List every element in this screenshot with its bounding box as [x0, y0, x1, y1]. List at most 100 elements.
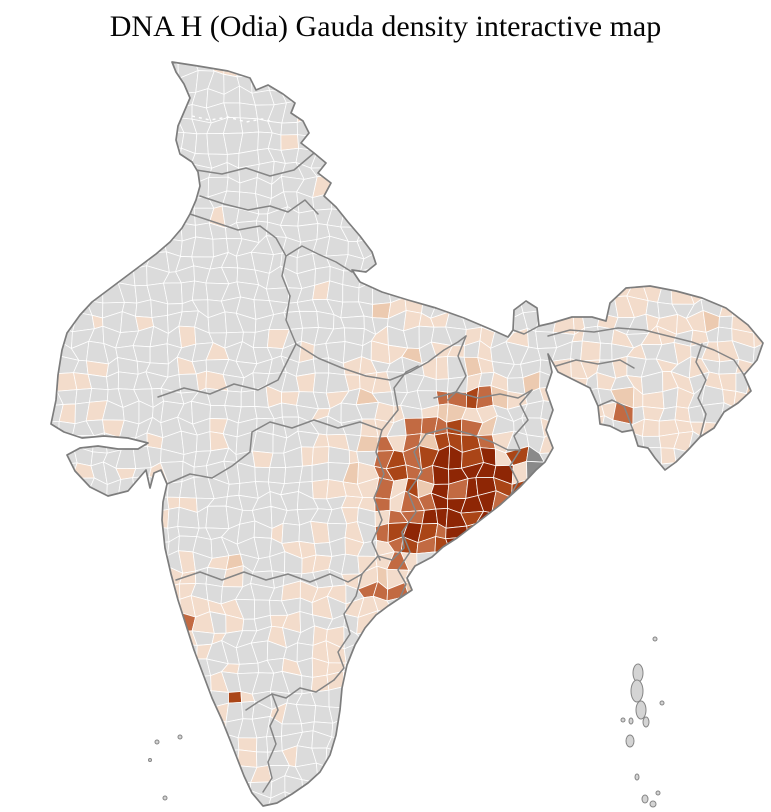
district-cell[interactable]: [745, 616, 767, 632]
district-cell[interactable]: [536, 658, 557, 680]
district-cell[interactable]: [476, 298, 498, 317]
district-cell[interactable]: [385, 267, 407, 289]
district-cell[interactable]: [511, 91, 530, 105]
district-cell[interactable]: [145, 719, 170, 739]
district-cell[interactable]: [704, 225, 720, 242]
district-cell[interactable]: [671, 767, 695, 781]
district-cell[interactable]: [57, 282, 77, 303]
district-cell[interactable]: [748, 296, 765, 318]
district-cell[interactable]: [612, 225, 628, 245]
district-cell[interactable]: [732, 581, 752, 600]
district-cell[interactable]: [468, 190, 479, 209]
district-cell[interactable]: [599, 79, 617, 89]
district-cell[interactable]: [626, 207, 649, 230]
district-cell[interactable]: [161, 630, 181, 647]
district-cell[interactable]: [611, 522, 632, 544]
district-cell[interactable]: [44, 70, 63, 89]
district-cell[interactable]: [461, 597, 481, 614]
district-cell[interactable]: [766, 617, 771, 632]
district-cell[interactable]: [131, 513, 150, 527]
district-cell[interactable]: [701, 524, 721, 543]
district-cell[interactable]: [580, 115, 601, 138]
district-cell[interactable]: [435, 118, 452, 140]
district-cell[interactable]: [703, 539, 725, 559]
district-cell[interactable]: [659, 46, 679, 59]
district-cell[interactable]: [205, 505, 230, 530]
district-cell[interactable]: [672, 657, 694, 679]
district-cell[interactable]: [670, 569, 692, 588]
district-cell[interactable]: [715, 89, 739, 109]
district-cell[interactable]: [717, 793, 735, 812]
district-cell[interactable]: [642, 71, 661, 89]
district-cell[interactable]: [626, 43, 645, 59]
lakshadweep-islands[interactable]: [148, 734, 183, 801]
district-cell[interactable]: [761, 721, 771, 739]
district-cell[interactable]: [343, 686, 364, 709]
district-cell[interactable]: [630, 460, 649, 480]
district-cell[interactable]: [445, 89, 466, 106]
district-cell[interactable]: [733, 73, 753, 91]
district-cell[interactable]: [430, 177, 450, 200]
district-cell[interactable]: [670, 256, 691, 273]
district-cell[interactable]: [178, 805, 197, 812]
district-cell[interactable]: [70, 747, 95, 769]
district-cell[interactable]: [389, 240, 406, 258]
district-cell[interactable]: [690, 160, 706, 182]
district-cell[interactable]: [596, 628, 619, 642]
district-cell[interactable]: [433, 745, 453, 765]
district-cell[interactable]: [746, 207, 765, 228]
district-cell[interactable]: [116, 734, 139, 751]
district-cell[interactable]: [642, 633, 663, 650]
district-cell[interactable]: [583, 85, 602, 109]
district-cell[interactable]: [402, 136, 422, 154]
district-cell[interactable]: [750, 571, 768, 590]
district-cell[interactable]: [584, 165, 604, 185]
district-cell[interactable]: [280, 70, 303, 93]
district-cell[interactable]: [462, 612, 482, 632]
district-cell[interactable]: [374, 641, 393, 662]
district-cell[interactable]: [206, 750, 227, 766]
district-cell[interactable]: [59, 121, 76, 136]
district-cell[interactable]: [491, 42, 508, 61]
district-cell[interactable]: [466, 795, 485, 809]
district-cell[interactable]: [642, 418, 660, 437]
district-cell[interactable]: [583, 415, 605, 437]
district-cell[interactable]: [580, 496, 598, 513]
district-cell[interactable]: [686, 101, 704, 119]
district-cell[interactable]: [734, 492, 749, 512]
district-cell[interactable]: [550, 761, 574, 780]
district-cell[interactable]: [435, 356, 449, 380]
district-cell[interactable]: [462, 281, 477, 301]
district-cell[interactable]: [642, 391, 665, 410]
district-cell[interactable]: [737, 520, 754, 542]
district-cell[interactable]: [207, 42, 225, 61]
district-cell[interactable]: [57, 603, 74, 618]
district-cell[interactable]: [733, 56, 754, 75]
district-cell[interactable]: [614, 119, 635, 139]
district-cell[interactable]: [358, 178, 377, 193]
district-cell[interactable]: [567, 655, 583, 676]
district-cell[interactable]: [550, 703, 573, 725]
district-cell[interactable]: [747, 164, 768, 181]
district-cell[interactable]: [55, 476, 73, 498]
district-cell[interactable]: [370, 223, 391, 242]
district-cell[interactable]: [85, 510, 110, 525]
district-cell[interactable]: [762, 735, 771, 754]
district-cell[interactable]: [760, 280, 771, 303]
district-cell[interactable]: [596, 762, 616, 784]
district-cell[interactable]: [343, 715, 363, 740]
district-cell[interactable]: [462, 628, 483, 650]
district-cell[interactable]: [761, 45, 771, 61]
district-cell[interactable]: [597, 191, 619, 211]
district-cell[interactable]: [55, 655, 79, 678]
district-cell[interactable]: [736, 223, 755, 244]
district-cell[interactable]: [371, 302, 392, 319]
district-cell[interactable]: [685, 56, 704, 77]
district-cell[interactable]: [26, 41, 43, 62]
district-cell[interactable]: [461, 760, 482, 784]
district-cell[interactable]: [85, 238, 110, 258]
district-cell[interactable]: [508, 596, 528, 619]
district-cell[interactable]: [746, 370, 765, 395]
district-cell[interactable]: [341, 117, 363, 138]
district-cell[interactable]: [670, 267, 691, 283]
